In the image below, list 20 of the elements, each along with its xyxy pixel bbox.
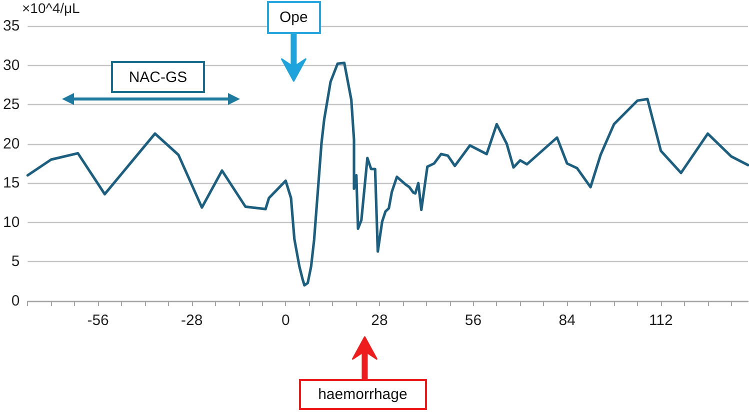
annotation: haemorrhage — [318, 386, 408, 403]
x-tick-label: 56 — [464, 312, 482, 329]
y-axis-title: ×10^4/μL — [22, 0, 80, 17]
x-tick-label: 28 — [371, 312, 388, 329]
x-tick-label: 0 — [281, 312, 290, 329]
x-tick-label: -56 — [87, 312, 109, 329]
y-tick-label: 30 — [2, 56, 20, 74]
y-tick-label: 5 — [11, 253, 20, 270]
y-tick-label: 25 — [2, 96, 20, 114]
y-tick-label: 35 — [2, 18, 20, 34]
x-tick-label: 112 — [648, 312, 673, 329]
y-tick-label: 10 — [2, 214, 20, 231]
x-tick-label: 84 — [558, 312, 576, 329]
annotation: NAC-GS — [128, 68, 188, 86]
x-tick-label: -28 — [181, 312, 203, 329]
annotation: Ope — [280, 9, 308, 26]
line-series — [26, 62, 749, 287]
y-tick-label: 20 — [2, 135, 20, 152]
y-tick-label: 0 — [11, 292, 20, 310]
y-tick-label: 15 — [2, 174, 20, 192]
